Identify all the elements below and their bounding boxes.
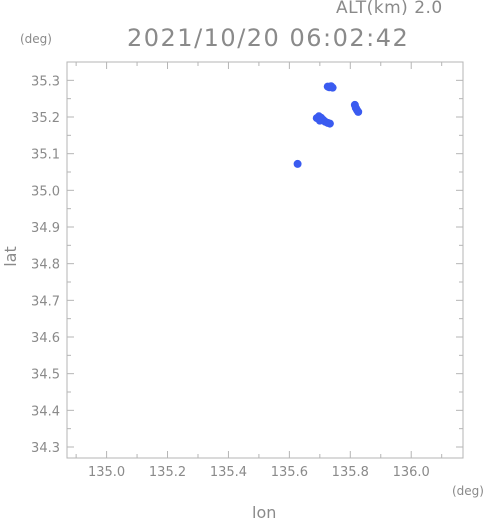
plot-frame	[66, 61, 464, 459]
x-axis-label: lon	[252, 503, 277, 522]
y-tick-label: 35.3	[31, 74, 60, 89]
y-axis-unit: (deg)	[20, 32, 52, 46]
data-point	[325, 119, 334, 128]
data-point	[354, 107, 363, 116]
altitude-label: ALT(km) 2.0	[336, 0, 443, 18]
y-tick-label: 34.6	[31, 331, 60, 346]
axis-ticks: 34.3 34.4 34.5 34.6 34.7 34.8 34.9 35.0 35.1 35.2…	[31, 62, 463, 480]
x-tick-label: 135.8	[332, 465, 369, 480]
y-tick-label: 34.4	[31, 404, 60, 419]
chart-title-timestamp: 2021/10/20 06:02:42	[127, 24, 410, 52]
y-tick-label: 35.2	[31, 111, 60, 126]
y-tick-label: 34.5	[31, 368, 60, 383]
y-tick-label: 34.7	[31, 294, 60, 309]
x-axis-unit: (deg)	[452, 484, 484, 498]
data-point	[293, 159, 302, 168]
x-tick-label: 135.4	[210, 465, 247, 480]
x-tick-label: 135.2	[149, 465, 186, 480]
y-tick-label: 35.1	[31, 148, 60, 163]
x-tick-label: 135.6	[271, 465, 308, 480]
x-tick-label: 135.0	[88, 465, 125, 480]
x-tick-label: 136.0	[393, 465, 430, 480]
data-points	[293, 82, 363, 168]
y-tick-label: 34.8	[31, 258, 60, 273]
y-tick-label: 35.0	[31, 184, 60, 199]
y-tick-label: 34.3	[31, 441, 60, 456]
data-point	[328, 83, 337, 92]
y-tick-label: 34.9	[31, 221, 60, 236]
